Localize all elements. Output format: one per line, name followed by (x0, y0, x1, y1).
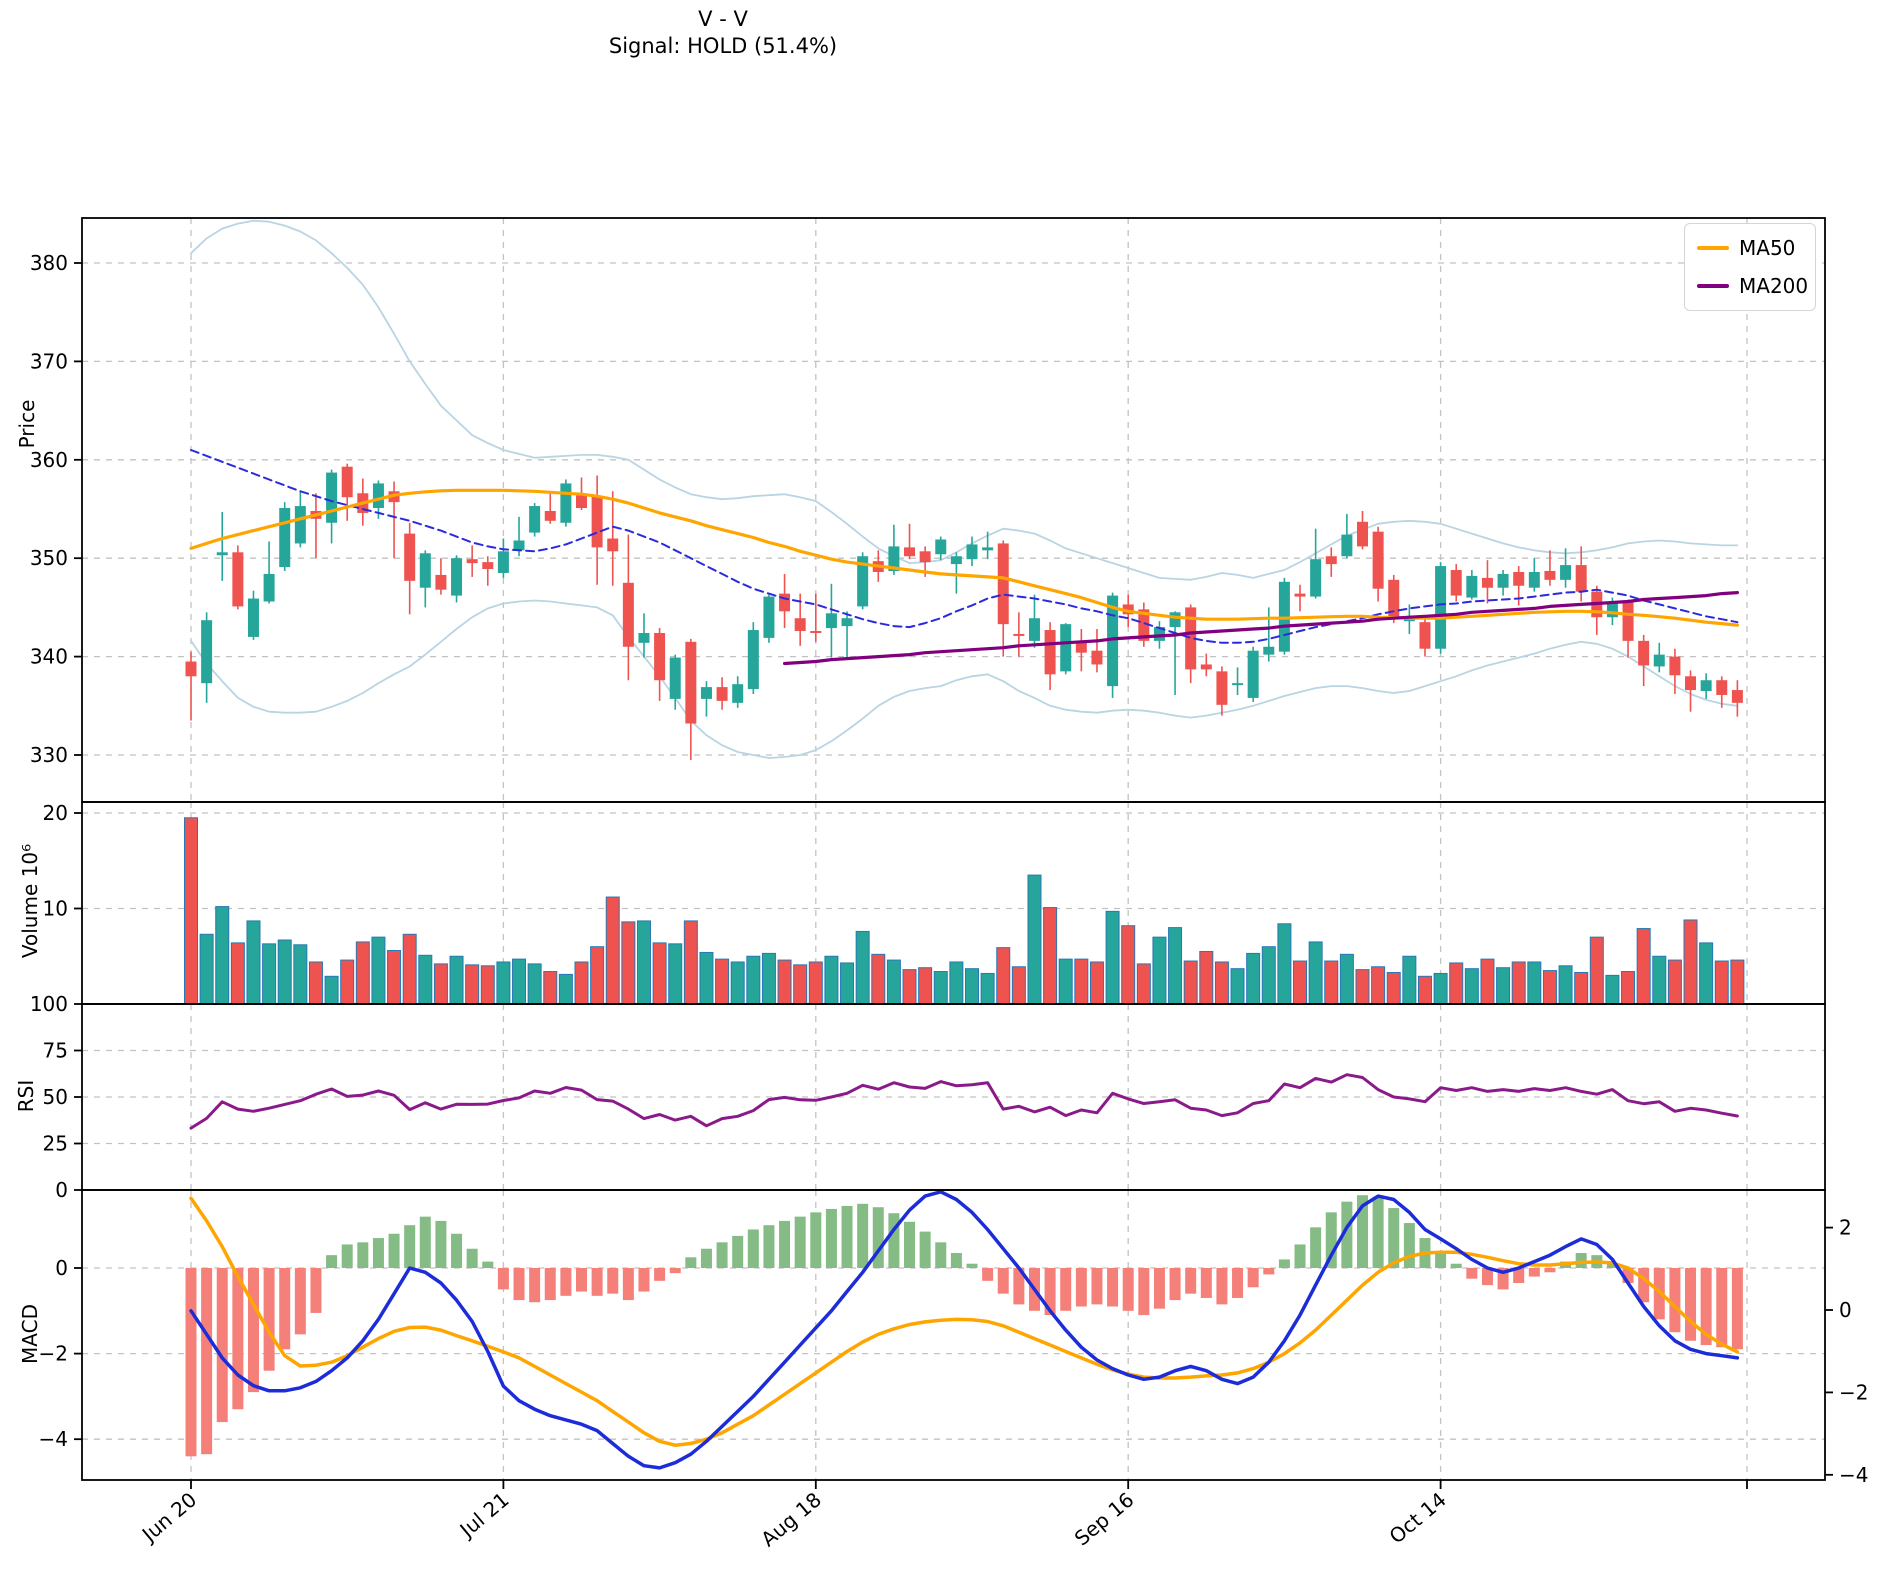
legend-label-ma50: MA50 (1739, 236, 1796, 260)
svg-text:−4: −4 (1839, 1463, 1868, 1487)
panel-borders (81, 217, 1826, 1481)
svg-text:Jul 21: Jul 21 (454, 1487, 514, 1543)
svg-text:Aug 18: Aug 18 (756, 1487, 826, 1551)
svg-text:−4: −4 (39, 1427, 68, 1451)
svg-text:Sep 16: Sep 16 (1070, 1487, 1139, 1550)
svg-text:−2: −2 (1839, 1380, 1868, 1404)
ma50-line (189, 488, 1739, 627)
bollinger-bands (190, 219, 1739, 759)
svg-text:370: 370 (30, 349, 68, 373)
axis-ticks: 380370360350340330201010075502500−2−420−… (30, 251, 1869, 1487)
ma50-line-swatch (1697, 246, 1729, 250)
macd-main-line (189, 1190, 1740, 1470)
svg-text:50: 50 (43, 1085, 68, 1109)
rsi-line (189, 1073, 1739, 1130)
legend-item-ma50: MA50 (1697, 236, 1803, 260)
ma200-line (783, 591, 1739, 666)
svg-text:20: 20 (43, 801, 68, 825)
legend-label-ma200: MA200 (1739, 274, 1809, 298)
svg-text:0: 0 (55, 1256, 68, 1280)
svg-text:2: 2 (1839, 1216, 1852, 1240)
bb-mid-line (190, 449, 1739, 644)
gridlines (82, 218, 1825, 1480)
svg-text:−2: −2 (39, 1342, 68, 1366)
candlesticks (185, 463, 1743, 760)
svg-text:Jun 20: Jun 20 (136, 1487, 201, 1547)
macd-signal-line (189, 1196, 1740, 1447)
svg-text:340: 340 (30, 645, 68, 669)
macd-axis-label: MACD (18, 1304, 42, 1364)
chart-title: V - V Signal: HOLD (51.4%) (609, 6, 837, 60)
svg-text:350: 350 (30, 546, 68, 570)
svg-text:25: 25 (43, 1132, 68, 1156)
svg-text:330: 330 (30, 743, 68, 767)
legend-item-ma200: MA200 (1697, 274, 1808, 298)
title-signal: Signal: HOLD (51.4%) (608, 34, 838, 58)
rsi-axis-label: RSI (14, 1079, 38, 1113)
svg-text:0: 0 (55, 1178, 68, 1202)
svg-text:100: 100 (30, 992, 68, 1016)
svg-text:0: 0 (1839, 1298, 1852, 1322)
svg-text:Oct 14: Oct 14 (1385, 1487, 1451, 1548)
volume-axis-label: Volume 10⁶ (18, 843, 42, 959)
svg-text:360: 360 (30, 448, 68, 472)
svg-text:10: 10 (43, 897, 68, 921)
price-axis-label: Price (15, 399, 39, 449)
svg-text:380: 380 (30, 251, 68, 275)
x-axis-labels: Jun 20 Jul 21 Aug 18 Sep 16 Oct 14 (136, 1480, 1748, 1551)
title-symbol: V - V (698, 7, 748, 31)
ma200-line-swatch (1697, 284, 1729, 288)
svg-text:75: 75 (43, 1039, 68, 1063)
legend: MA50 MA200 (1684, 223, 1816, 311)
volume-bars (184, 817, 1745, 1005)
